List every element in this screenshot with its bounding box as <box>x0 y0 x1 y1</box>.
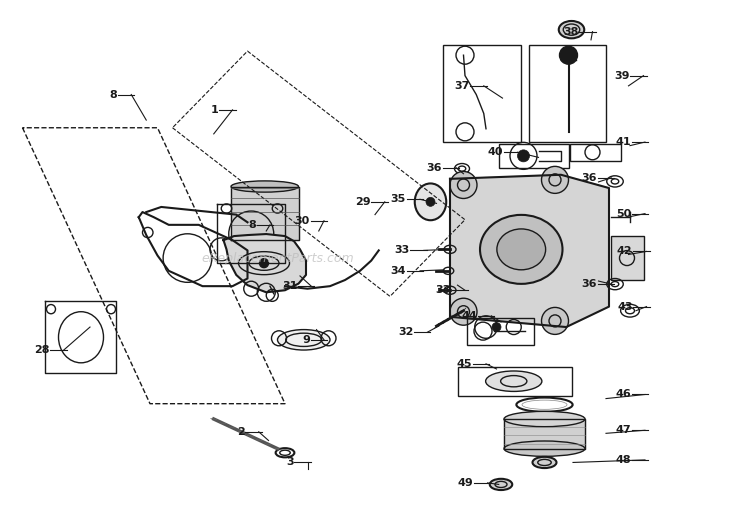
Ellipse shape <box>278 330 330 350</box>
Text: 8: 8 <box>110 89 117 100</box>
Text: 46: 46 <box>615 389 631 400</box>
Text: 43: 43 <box>617 301 632 312</box>
Ellipse shape <box>486 371 542 391</box>
Text: 50: 50 <box>616 208 631 219</box>
Text: 29: 29 <box>356 197 370 207</box>
Circle shape <box>260 259 268 268</box>
Ellipse shape <box>231 181 298 192</box>
Text: 48: 48 <box>615 455 631 465</box>
Text: 8: 8 <box>248 220 256 230</box>
Circle shape <box>542 308 568 334</box>
Bar <box>611 236 644 280</box>
Ellipse shape <box>415 183 446 220</box>
Bar <box>442 45 521 142</box>
Text: 34: 34 <box>391 266 406 276</box>
Bar <box>466 318 534 345</box>
Text: 30: 30 <box>295 216 310 226</box>
Polygon shape <box>504 419 585 449</box>
Ellipse shape <box>490 479 512 490</box>
Text: 9: 9 <box>302 335 310 345</box>
Text: 42: 42 <box>616 246 632 257</box>
Text: 44: 44 <box>461 311 477 321</box>
Text: 28: 28 <box>34 345 50 355</box>
Text: 41: 41 <box>615 137 631 147</box>
Text: 33: 33 <box>394 245 410 256</box>
Bar <box>499 144 568 168</box>
Text: 37: 37 <box>454 81 470 91</box>
Bar <box>570 144 621 161</box>
Text: 45: 45 <box>457 359 472 369</box>
Text: 40: 40 <box>488 147 503 157</box>
Circle shape <box>518 150 530 162</box>
Circle shape <box>450 298 477 325</box>
Text: 33: 33 <box>436 285 451 295</box>
Circle shape <box>450 172 477 198</box>
Text: 36: 36 <box>582 279 597 289</box>
Text: 3: 3 <box>286 457 293 468</box>
Text: 1: 1 <box>211 105 218 115</box>
Circle shape <box>426 197 435 206</box>
Polygon shape <box>224 234 306 292</box>
Text: 36: 36 <box>582 173 597 183</box>
Text: 47: 47 <box>615 425 631 435</box>
Text: 35: 35 <box>391 194 406 204</box>
Text: 2: 2 <box>237 427 244 437</box>
Circle shape <box>542 167 568 193</box>
Text: 32: 32 <box>398 327 413 337</box>
Polygon shape <box>450 175 609 327</box>
Ellipse shape <box>559 21 584 38</box>
Bar <box>529 45 606 142</box>
Text: eReplacementParts.com: eReplacementParts.com <box>201 251 354 265</box>
Ellipse shape <box>504 411 585 427</box>
Ellipse shape <box>496 229 545 270</box>
Text: 31: 31 <box>282 281 297 291</box>
Text: 39: 39 <box>614 71 629 81</box>
Text: 36: 36 <box>427 162 442 173</box>
Circle shape <box>560 46 578 64</box>
Text: 49: 49 <box>458 478 473 488</box>
Text: 38: 38 <box>563 27 578 37</box>
Ellipse shape <box>532 457 556 468</box>
Circle shape <box>492 322 501 332</box>
Bar <box>458 367 572 396</box>
Ellipse shape <box>504 441 585 456</box>
Polygon shape <box>231 187 298 240</box>
Ellipse shape <box>480 215 562 284</box>
